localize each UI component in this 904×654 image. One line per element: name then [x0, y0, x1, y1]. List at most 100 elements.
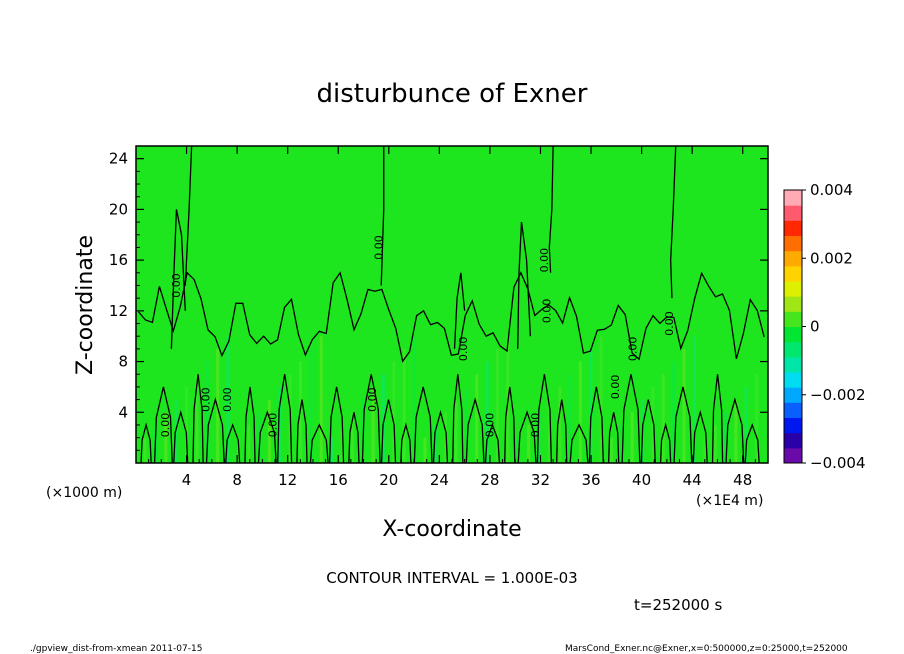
colorbar-segment: [784, 205, 802, 221]
zero-contour-cell: [361, 374, 381, 464]
zero-contour-cell: [413, 386, 433, 464]
disturbance-band: [682, 348, 686, 463]
colorbar-segment: [784, 250, 802, 267]
disturbance-band: [672, 361, 676, 463]
contour-label: 0.00: [366, 387, 379, 412]
zero-contour-cell: [569, 423, 589, 464]
zero-contour-plume: [170, 209, 186, 349]
zero-contour-cell: [140, 422, 152, 464]
disturbance-band: [620, 424, 624, 463]
zero-contour-cell: [504, 386, 516, 464]
colorbar-segment: [784, 326, 802, 343]
contour-label: 0.00: [170, 273, 183, 298]
zero-contour-cell: [205, 397, 225, 464]
contour-label: 0.00: [457, 337, 470, 362]
contour-label: 0.00: [159, 413, 172, 438]
x-tick-label: 4: [182, 471, 192, 489]
footer-right: MarsCond_Exner.nc@Exner,x=0:500000,z=0:2…: [565, 644, 848, 654]
y-axis-label: Z-coordinate: [73, 235, 98, 375]
x-tick-label: 40: [632, 471, 651, 489]
zero-contour-cell: [621, 374, 641, 464]
zero-contour-cell: [452, 374, 464, 464]
x-tick-label: 44: [683, 471, 702, 489]
contour-label: 0.00: [199, 387, 212, 412]
disturbance-band: [195, 374, 199, 463]
x-tick-label: 32: [531, 471, 550, 489]
x-tick-label: 48: [733, 471, 752, 489]
colorbar-tick-label: 0.004: [810, 181, 853, 199]
y-tick-label: 20: [109, 200, 128, 218]
zero-contour-line: [548, 145, 554, 273]
y-tick-label: 16: [109, 251, 128, 269]
x-tick-label: 16: [329, 471, 348, 489]
disturbance-band: [464, 386, 468, 463]
contour-label: 0.00: [372, 235, 385, 260]
x-tick-label: 8: [232, 471, 242, 489]
colorbar-segment: [784, 432, 802, 449]
colorbar-tick-label: 0: [810, 318, 820, 336]
colorbar-segment: [784, 387, 802, 403]
disturbance-band: [703, 437, 707, 463]
zero-contour-cell: [673, 386, 693, 464]
x-tick-label: 24: [430, 471, 449, 489]
contour-interval-text: CONTOUR INTERVAL = 1.000E-03: [326, 569, 577, 587]
x-tick-label: 28: [480, 471, 499, 489]
colorbar-segment: [784, 341, 802, 358]
x-unit-label: (×1E4 m): [696, 493, 763, 509]
plot-area: 0.00 0.00 0.00 0.00 0.00 0.00 0.00 0.00 0.00 0.00…: [135, 145, 769, 464]
colorbar-segment: [784, 190, 802, 206]
zero-contour-plume: [517, 221, 532, 349]
contour-label: 0.00: [627, 337, 640, 362]
contour-label: 0.00: [266, 413, 279, 438]
contour-label: 0.00: [484, 413, 497, 438]
disturbance-band: [734, 399, 738, 463]
zero-contour-cell: [328, 386, 345, 464]
zero-contours: [138, 145, 765, 464]
disturbance-band: [402, 348, 406, 463]
disturbance-band: [143, 437, 147, 463]
disturbance-band: [568, 374, 572, 463]
x-tick-label: 20: [379, 471, 398, 489]
zero-contour-cell: [588, 386, 604, 464]
zero-contour-line: [184, 145, 193, 286]
disturbance-band: [164, 412, 168, 463]
colorbar-segment: [784, 447, 802, 464]
disturbance-band: [185, 386, 189, 463]
colorbar-segment: [784, 311, 802, 327]
disturbance-band: [527, 424, 531, 463]
zero-contour-cell: [173, 409, 189, 464]
zero-contour-cell: [692, 409, 708, 464]
zero-contour-line: [380, 146, 385, 286]
plot-background: [136, 146, 768, 463]
disturbance-band: [651, 386, 655, 463]
colorbar-segment: [784, 417, 802, 434]
disturbance-band: [589, 348, 593, 463]
contour-labels: 0.00 0.00 0.00 0.00 0.00 0.00 0.00 0.00 0.00 0.00…: [159, 235, 676, 437]
colorbar-segment: [784, 220, 802, 236]
y-unit-label: (×1000 m): [46, 485, 122, 501]
y-axis: 4 8 12 16 20 24: [109, 150, 768, 451]
disturbance-band: [630, 412, 634, 463]
disturbance-band: [433, 424, 437, 463]
y-tick-label: 24: [109, 150, 128, 168]
y-tick-label: 4: [118, 403, 128, 421]
zero-contour-cell: [309, 423, 329, 464]
disturbance-band: [247, 424, 251, 463]
zero-contour-cell: [225, 423, 241, 464]
disturbance-band: [278, 386, 282, 463]
contour-label: 0.00: [529, 413, 542, 438]
disturbance-band: [713, 424, 717, 463]
footer-left: ./gpview_dist-from-xmean 2011-07-15: [30, 644, 202, 654]
colorbar-segment: [784, 281, 802, 297]
disturbance-band: [516, 437, 520, 463]
disturbance-band: [361, 399, 365, 463]
zero-contour-boundary: [138, 271, 765, 363]
colorbar-segment: [784, 235, 802, 252]
disturbance-band: [257, 412, 261, 463]
zero-contour-line: [670, 145, 677, 299]
zero-contour-cell: [744, 423, 760, 464]
colorbar-tick-label: 0.002: [810, 249, 853, 267]
colorbar: 0.004 0.002 0 −0.002 −0.004: [783, 181, 866, 472]
disturbance-band: [578, 361, 582, 463]
